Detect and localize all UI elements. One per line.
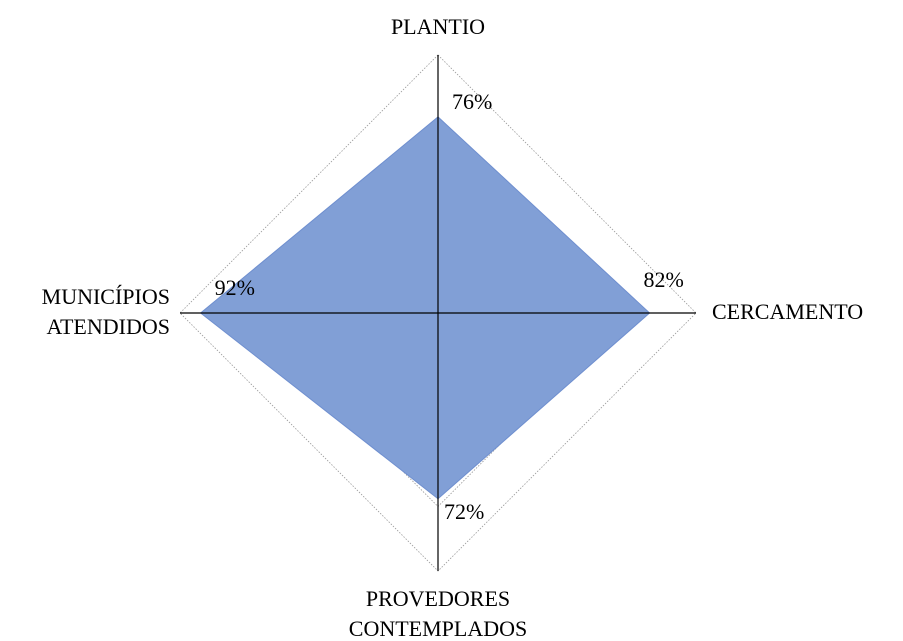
category-label: PLANTIO [390,14,486,39]
value-label: 76% [452,88,493,114]
category-label: CERCAMENTO [712,299,864,324]
value-label: 72% [444,498,485,524]
radar-area [199,116,651,500]
category-label: MUNICÍPIOS ATENDIDOS [41,284,170,339]
value-label: 82% [643,267,684,292]
value-label: 92% [214,275,255,300]
category-label: PROVEDORES CONTEMPLADOS [348,586,528,641]
